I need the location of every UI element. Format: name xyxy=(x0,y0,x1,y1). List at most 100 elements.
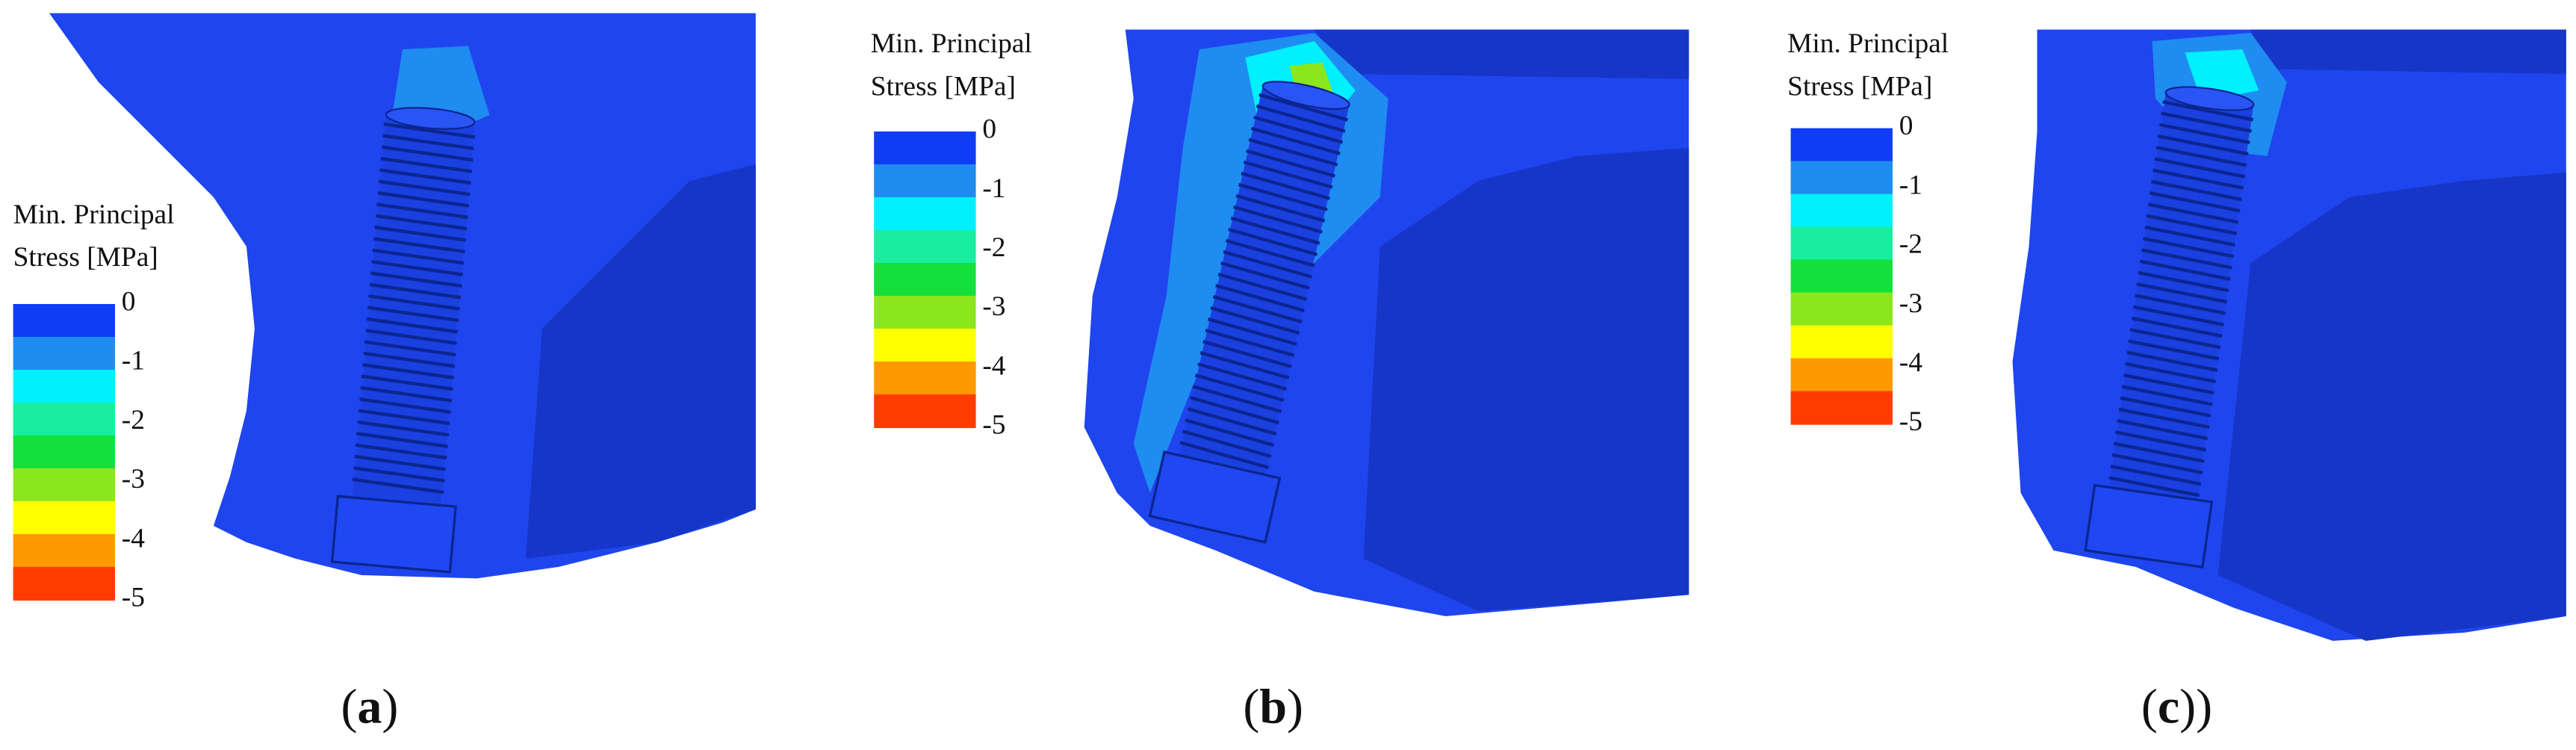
screw-thread xyxy=(375,214,468,231)
legend-tick-label: -4 xyxy=(122,523,145,554)
legend-swatch xyxy=(1790,292,1893,326)
screw-thread xyxy=(366,317,459,334)
legend-swatch xyxy=(13,369,115,404)
screw-thread xyxy=(353,466,445,483)
screw-thread xyxy=(1185,418,1275,447)
legend-swatch xyxy=(874,361,976,396)
screw-thread xyxy=(1258,93,1348,122)
screw-thread xyxy=(1215,283,1305,312)
screw-head xyxy=(1148,450,1282,544)
screw-thread xyxy=(2154,157,2246,179)
screw-thread xyxy=(1223,250,1313,279)
legend-swatch xyxy=(874,131,976,166)
panel-label: (a) xyxy=(341,680,398,734)
screw-thread xyxy=(1194,374,1285,403)
screw-thread xyxy=(2120,396,2212,418)
screw-thread xyxy=(2161,111,2252,133)
legend-swatch xyxy=(1790,226,1893,261)
screw-thread xyxy=(2129,328,2221,350)
legend-swatch xyxy=(1790,325,1893,359)
screw-thread xyxy=(1210,306,1300,335)
bone-ridges xyxy=(1363,148,1689,612)
screw-thread xyxy=(2149,191,2241,213)
screw-thread xyxy=(1217,272,1308,301)
legend-swatch xyxy=(13,533,115,568)
screw-thread xyxy=(362,363,454,379)
legend-tick-label: -1 xyxy=(982,173,1005,204)
screw-head xyxy=(2084,483,2214,568)
legend-swatch xyxy=(13,500,115,536)
screw-thread xyxy=(358,409,450,426)
screw-thread xyxy=(1220,261,1310,290)
screw-thread xyxy=(376,202,468,220)
legend-title: Min. Principal xyxy=(871,28,1032,59)
screw-thread xyxy=(354,454,447,471)
legend-swatch xyxy=(13,468,115,503)
legend-tick-label: -3 xyxy=(122,464,145,495)
screw-thread xyxy=(1212,294,1303,323)
screw-thread xyxy=(364,340,456,357)
screw-head xyxy=(330,495,457,574)
screw-thread xyxy=(2113,441,2205,463)
screw-thread xyxy=(2111,453,2203,475)
screw-thread xyxy=(2157,134,2249,156)
legend-title: Stress [MPa] xyxy=(1787,71,1932,102)
legend-tick-label: -4 xyxy=(982,350,1005,381)
screw-thread xyxy=(2147,202,2239,224)
legend-swatch xyxy=(13,435,115,470)
screw-thread xyxy=(1207,317,1297,346)
screw-thread xyxy=(378,179,471,196)
screw-thread xyxy=(2108,476,2200,498)
legend-title: Stress [MPa] xyxy=(13,242,158,273)
legend-swatch xyxy=(13,402,115,437)
screw-thread xyxy=(2110,464,2202,486)
screw-thread xyxy=(2126,350,2218,372)
screw-thread xyxy=(1182,430,1272,459)
screw-thread xyxy=(381,145,474,162)
screw-thread xyxy=(1189,396,1279,425)
screw-thread xyxy=(1250,126,1341,155)
screw-thread xyxy=(1230,216,1320,245)
legend-swatch xyxy=(1790,358,1893,392)
legend-swatch xyxy=(874,229,976,264)
screw-thread xyxy=(1225,238,1315,267)
screw-thread xyxy=(369,282,462,300)
bone-top xyxy=(2250,29,2566,75)
screw-thread xyxy=(2133,305,2224,326)
screw-thread xyxy=(2123,374,2215,395)
screw-tip xyxy=(2164,86,2255,111)
screw-thread xyxy=(1241,171,1331,200)
screw-thread xyxy=(361,374,453,391)
screw-thread xyxy=(2136,282,2228,304)
legend-tick-label: 0 xyxy=(982,114,996,145)
legend-tick-label: -5 xyxy=(982,410,1005,441)
screw-thread xyxy=(377,191,470,208)
screw-thread xyxy=(374,226,467,242)
screw-thread xyxy=(1243,160,1333,189)
legend-swatch xyxy=(13,336,115,371)
screw-thread xyxy=(2153,168,2244,190)
legend-swatch xyxy=(874,164,976,199)
screw-thread xyxy=(2156,146,2247,167)
screw-thread xyxy=(2135,294,2226,315)
screw-thread xyxy=(2138,270,2229,293)
screw-thread xyxy=(2131,316,2223,338)
screw-thread xyxy=(1197,362,1288,391)
screw-thread xyxy=(359,397,451,414)
screw-thread xyxy=(1228,227,1318,256)
legend-tick-label: -3 xyxy=(982,291,1005,322)
screw-thread xyxy=(2117,419,2209,441)
screw-thread xyxy=(2115,430,2206,452)
screw-thread xyxy=(1199,351,1290,380)
screw-thread xyxy=(1202,340,1292,369)
legend-tick-label: 0 xyxy=(1899,111,1914,141)
screw-body xyxy=(353,114,475,506)
legend-swatch xyxy=(874,197,976,232)
legend-swatch xyxy=(874,394,976,429)
screw-thread xyxy=(1253,115,1344,144)
screw-thread xyxy=(1232,205,1323,234)
screw-thread xyxy=(383,122,476,139)
screw-thread xyxy=(2125,362,2217,384)
